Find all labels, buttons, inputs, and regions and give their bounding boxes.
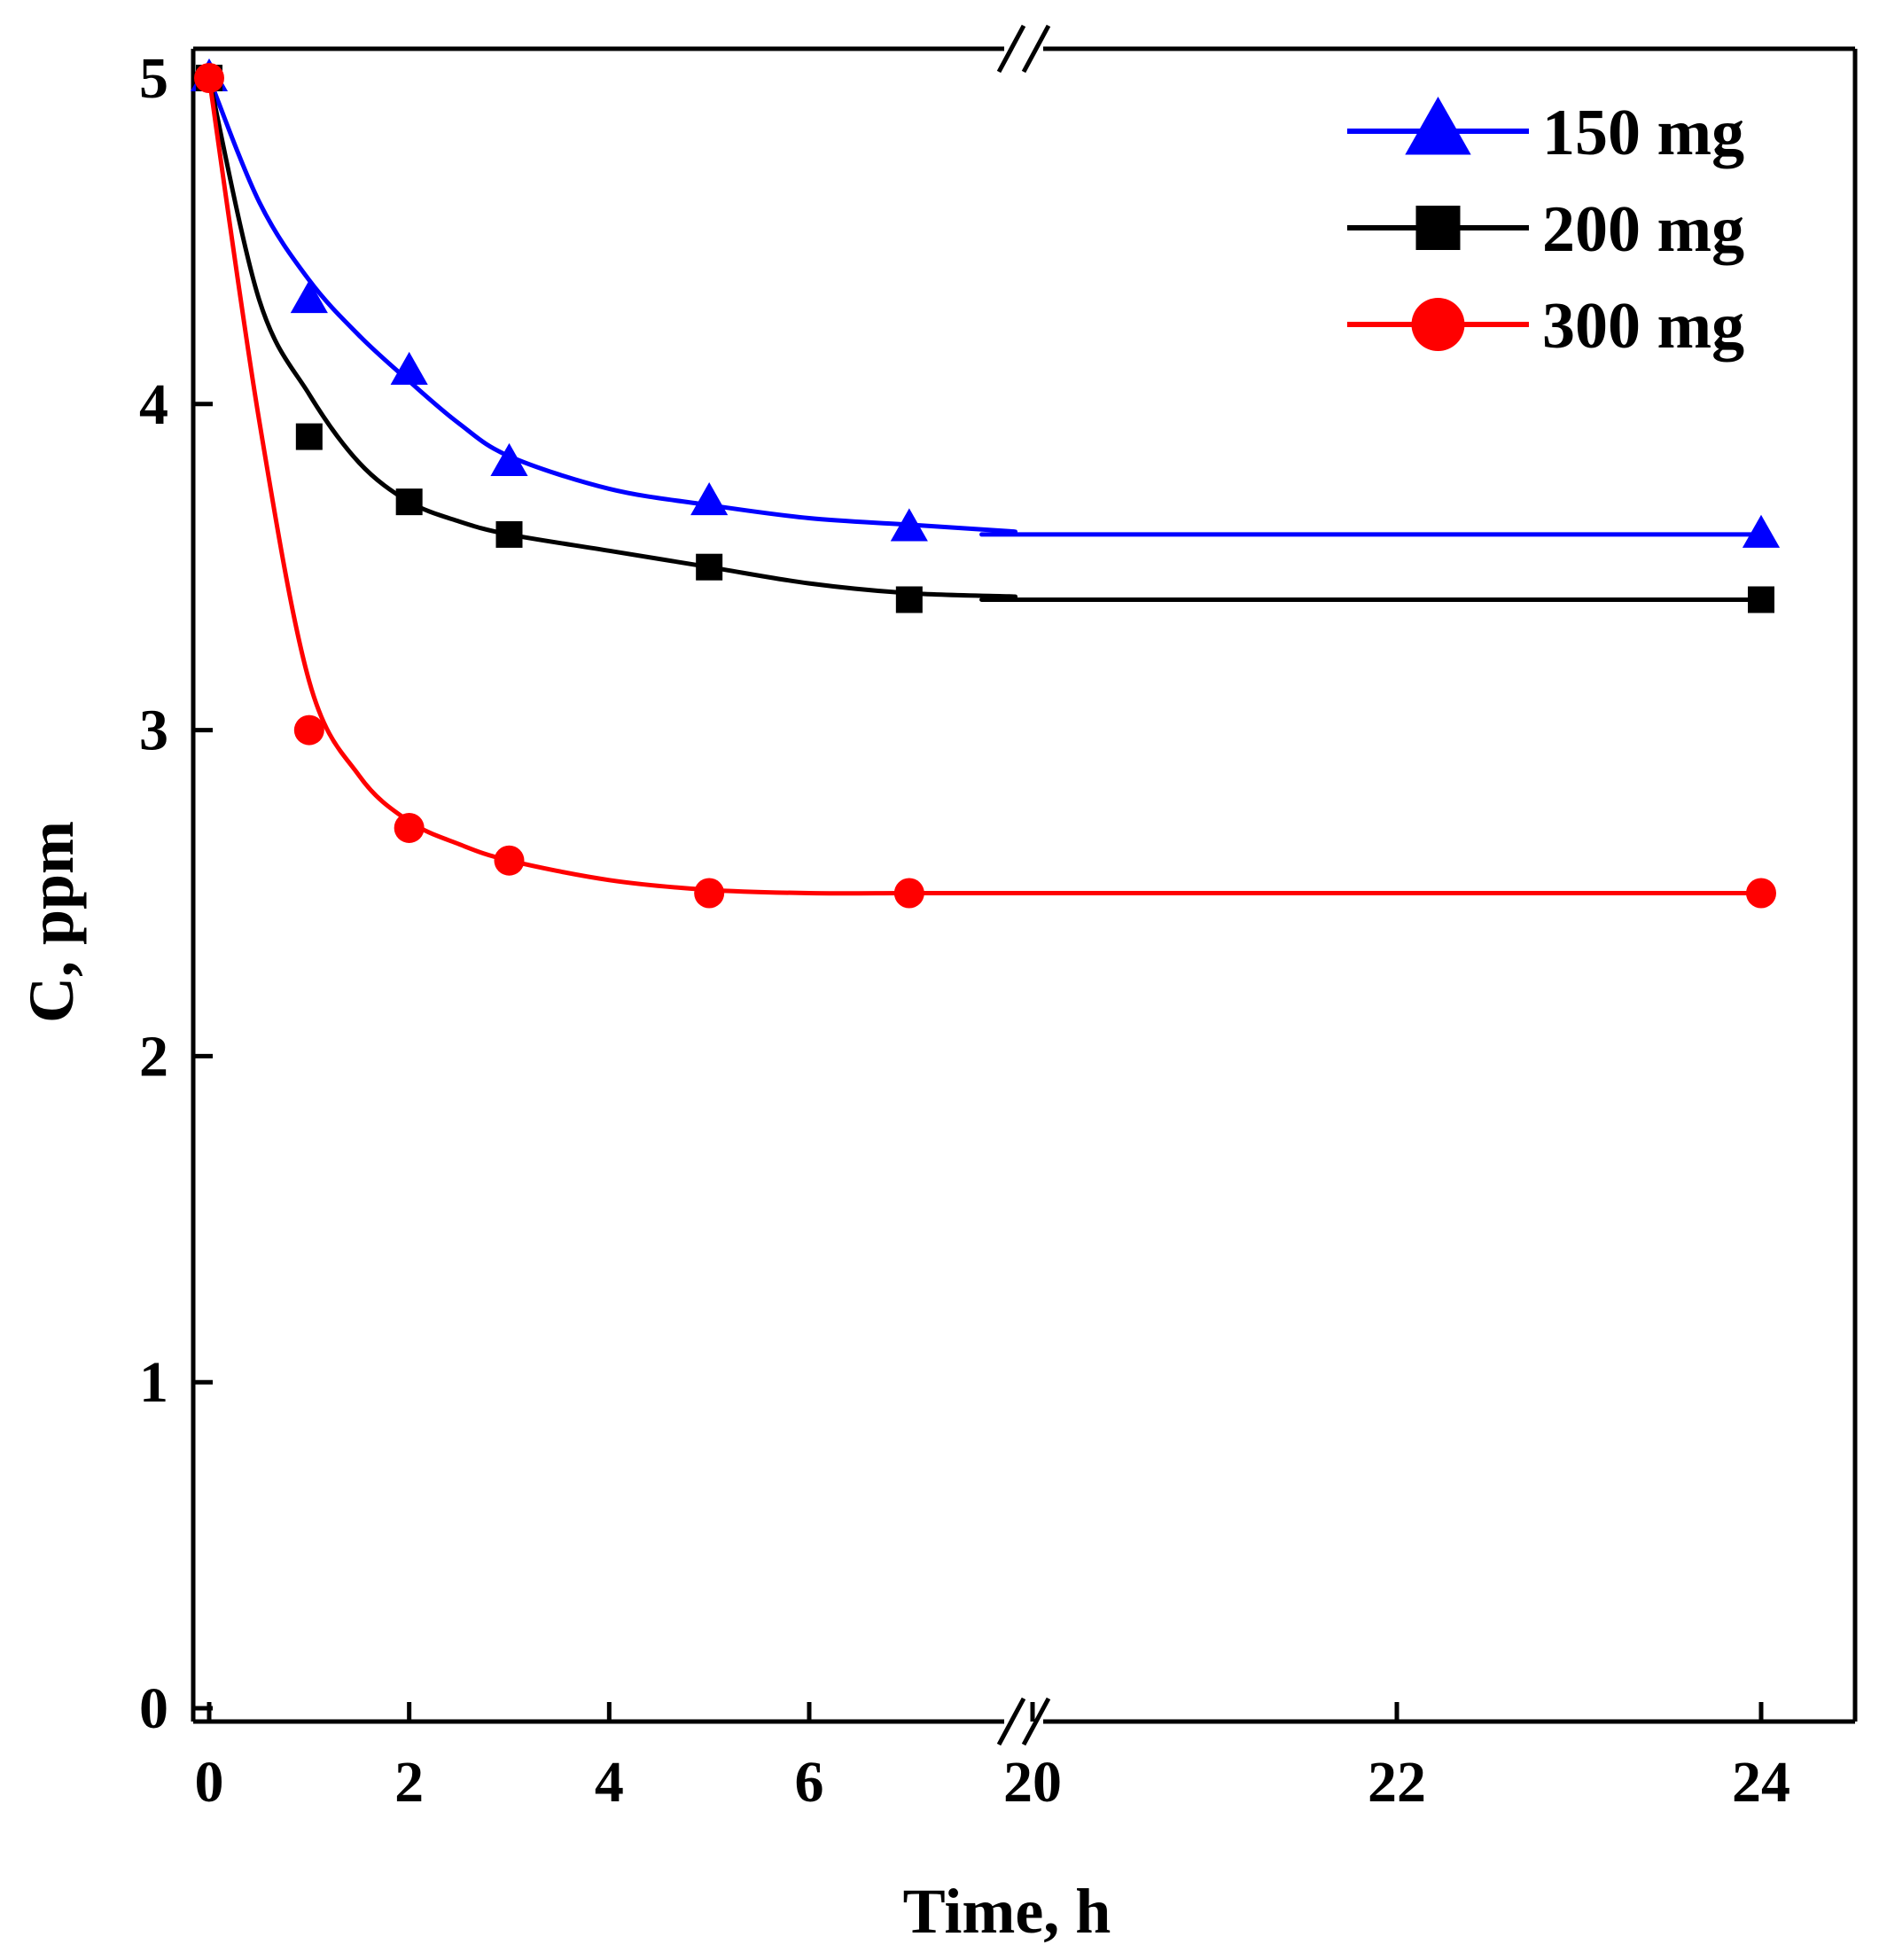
axis-break-mark-top-2 [1021,24,1051,74]
data-point-square [295,423,323,450]
legend-marker-circle [1411,298,1465,351]
x-tick-label: 2 [394,1750,424,1815]
data-point-circle [694,878,725,909]
y-tick-label: 1 [139,1350,168,1415]
x-tick-label: 0 [195,1750,224,1815]
data-point-square [1748,586,1774,613]
data-point-square [395,488,423,516]
y-tick-label: 3 [139,699,168,763]
axis-break-mark-bottom-1 [996,1697,1026,1746]
y-tick-label: 4 [139,372,168,437]
data-point-circle [293,715,324,746]
data-point-circle [893,878,924,909]
x-tick-label: 24 [1732,1750,1790,1815]
data-point-triangle [1742,514,1781,548]
data-point-circle [394,812,425,843]
x-tick-label: 6 [795,1750,824,1815]
fit-curve-triangle-left [207,77,1017,535]
data-point-circle [1746,878,1776,909]
x-tick-label: 20 [1003,1750,1062,1815]
axis-break-mark-bottom-2 [1021,1697,1051,1746]
legend-label: 150 mg [1542,97,1744,169]
data-point-triangle [890,508,928,542]
data-points [190,58,1781,909]
data-point-triangle [390,351,428,386]
data-point-triangle [290,279,328,314]
fit-curves [207,77,1762,896]
y-axis-title: C, ppm [16,821,87,1023]
legend-marker-square [1415,206,1461,250]
legend: 150 mg 200 mg 300 mg [1347,96,1744,363]
x-tick-label: 22 [1368,1750,1426,1815]
data-point-circle [494,845,525,876]
axis-break-mark-top-1 [996,24,1026,74]
y-tick-label: 0 [139,1676,168,1741]
legend-label: 300 mg [1542,290,1744,363]
y-tick-label: 2 [139,1024,168,1089]
data-point-circle [194,63,224,93]
y-tick-label: 5 [139,46,168,111]
data-point-triangle [690,482,729,516]
fit-curve-circle-left [207,77,1017,896]
data-point-square [696,553,723,581]
data-point-triangle [490,442,528,476]
data-point-square [895,586,923,613]
x-tick-label: 4 [595,1750,624,1815]
legend-marker-triangle [1405,96,1471,155]
x-axis-title: Time, h [903,1876,1111,1947]
fit-curve-square-left [207,77,1017,599]
legend-label: 200 mg [1542,193,1744,266]
data-point-square [495,520,523,548]
